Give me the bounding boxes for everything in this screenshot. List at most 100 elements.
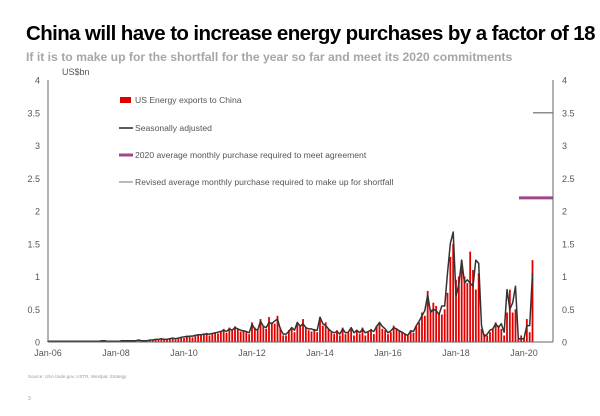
- bar-export: [443, 309, 446, 342]
- y-tick-label-right: 0.5: [562, 305, 575, 315]
- y-tick-label-left: 1.5: [27, 239, 40, 249]
- y-tick-label-left: 2: [35, 207, 40, 217]
- legend-label: Seasonally adjusted: [135, 123, 212, 133]
- bar-export: [409, 330, 412, 342]
- bar-export: [446, 292, 449, 342]
- bar-export: [333, 334, 336, 342]
- bar-export: [421, 312, 423, 342]
- bar-export: [177, 338, 180, 342]
- bar-export: [375, 325, 378, 342]
- bar-export: [222, 328, 225, 342]
- bar-export: [412, 332, 415, 342]
- bar-export: [248, 334, 251, 342]
- bar-export: [500, 328, 503, 342]
- bar-export: [180, 337, 183, 342]
- bar-export: [234, 326, 236, 342]
- bar-export: [154, 339, 157, 342]
- bar-export: [236, 328, 239, 342]
- y-tick-label-left: 1: [35, 272, 40, 282]
- x-tick-label: Jan-20: [510, 348, 538, 358]
- bar-export: [406, 335, 409, 342]
- bar-export: [160, 338, 163, 342]
- bar-export: [299, 325, 302, 342]
- bar-export: [287, 330, 290, 342]
- bar-export: [474, 289, 477, 342]
- y-tick-label-right: 3: [562, 141, 567, 151]
- y-tick-label-left: 0: [35, 338, 40, 348]
- bar-export: [321, 325, 324, 342]
- x-tick-label: Jan-12: [238, 348, 266, 358]
- bar-export: [191, 337, 194, 342]
- y-tick-label-left: 0.5: [27, 305, 40, 315]
- bar-export: [171, 338, 174, 342]
- bar-export: [307, 330, 310, 342]
- bar-export: [423, 315, 426, 342]
- bar-export: [268, 317, 270, 342]
- bar-export: [225, 332, 228, 342]
- x-tick-label: Jan-06: [34, 348, 62, 358]
- bar-export: [185, 335, 188, 342]
- bar-export: [197, 334, 200, 342]
- bar-export: [211, 334, 214, 342]
- bar-export: [455, 279, 457, 342]
- bar-export: [494, 322, 497, 342]
- bar-export: [457, 276, 460, 342]
- bar-export: [506, 312, 508, 342]
- y-axis-label: US$bn: [62, 67, 90, 77]
- bar-export: [517, 338, 520, 342]
- y-tick-label-right: 1: [562, 272, 567, 282]
- bar-export: [418, 322, 421, 342]
- bar-export: [503, 335, 506, 342]
- bar-export: [525, 319, 528, 342]
- x-tick-label: Jan-08: [102, 348, 130, 358]
- bar-export: [313, 328, 316, 342]
- bar-export: [231, 330, 234, 342]
- bar-export: [194, 336, 197, 342]
- bar-export: [285, 335, 287, 342]
- bar-export: [466, 283, 469, 342]
- bar-export: [415, 325, 418, 342]
- bar-export: [202, 334, 205, 342]
- legend-swatch-bar: [120, 97, 131, 103]
- y-tick-label-right: 4: [562, 76, 567, 86]
- reference-lines: [519, 112, 553, 200]
- bar-export: [514, 309, 517, 342]
- bar-export: [341, 327, 344, 342]
- bar-export: [480, 328, 483, 342]
- x-tick-label: Jan-14: [306, 348, 334, 358]
- source-note: Source: USA.trade.gov, USTR, Westpac Str…: [28, 374, 127, 379]
- y-tick-label-left: 3: [35, 141, 40, 151]
- bar-export: [310, 331, 313, 342]
- bar-export: [219, 331, 222, 342]
- bar-export: [330, 332, 333, 342]
- bar-export: [449, 256, 452, 342]
- bar-export: [477, 273, 480, 342]
- bar-export: [338, 335, 341, 342]
- bar-export: [384, 330, 387, 342]
- bar-export: [426, 290, 429, 342]
- bar-export: [486, 335, 489, 342]
- bar-export: [265, 328, 268, 342]
- bar-export: [214, 332, 217, 342]
- bar-export: [364, 335, 367, 342]
- bar-export: [200, 335, 202, 342]
- bar-export: [327, 328, 330, 342]
- bar-export: [367, 332, 370, 342]
- bar-export: [324, 322, 327, 342]
- x-tick-label: Jan-16: [374, 348, 402, 358]
- bar-export: [528, 332, 531, 342]
- bar-export: [432, 302, 435, 342]
- bar-export: [168, 338, 171, 342]
- bar-export: [389, 332, 392, 342]
- bar-export: [137, 340, 140, 342]
- y-tick-label-left: 2.5: [27, 174, 40, 184]
- bar-export: [242, 330, 245, 342]
- bar-export: [435, 305, 438, 342]
- bar-export: [472, 269, 474, 342]
- bar-export: [355, 330, 358, 342]
- bar-export: [166, 340, 168, 342]
- bar-export: [251, 322, 253, 342]
- y-tick-label-right: 0: [562, 338, 567, 348]
- line-seasonally-adjusted: [48, 231, 534, 343]
